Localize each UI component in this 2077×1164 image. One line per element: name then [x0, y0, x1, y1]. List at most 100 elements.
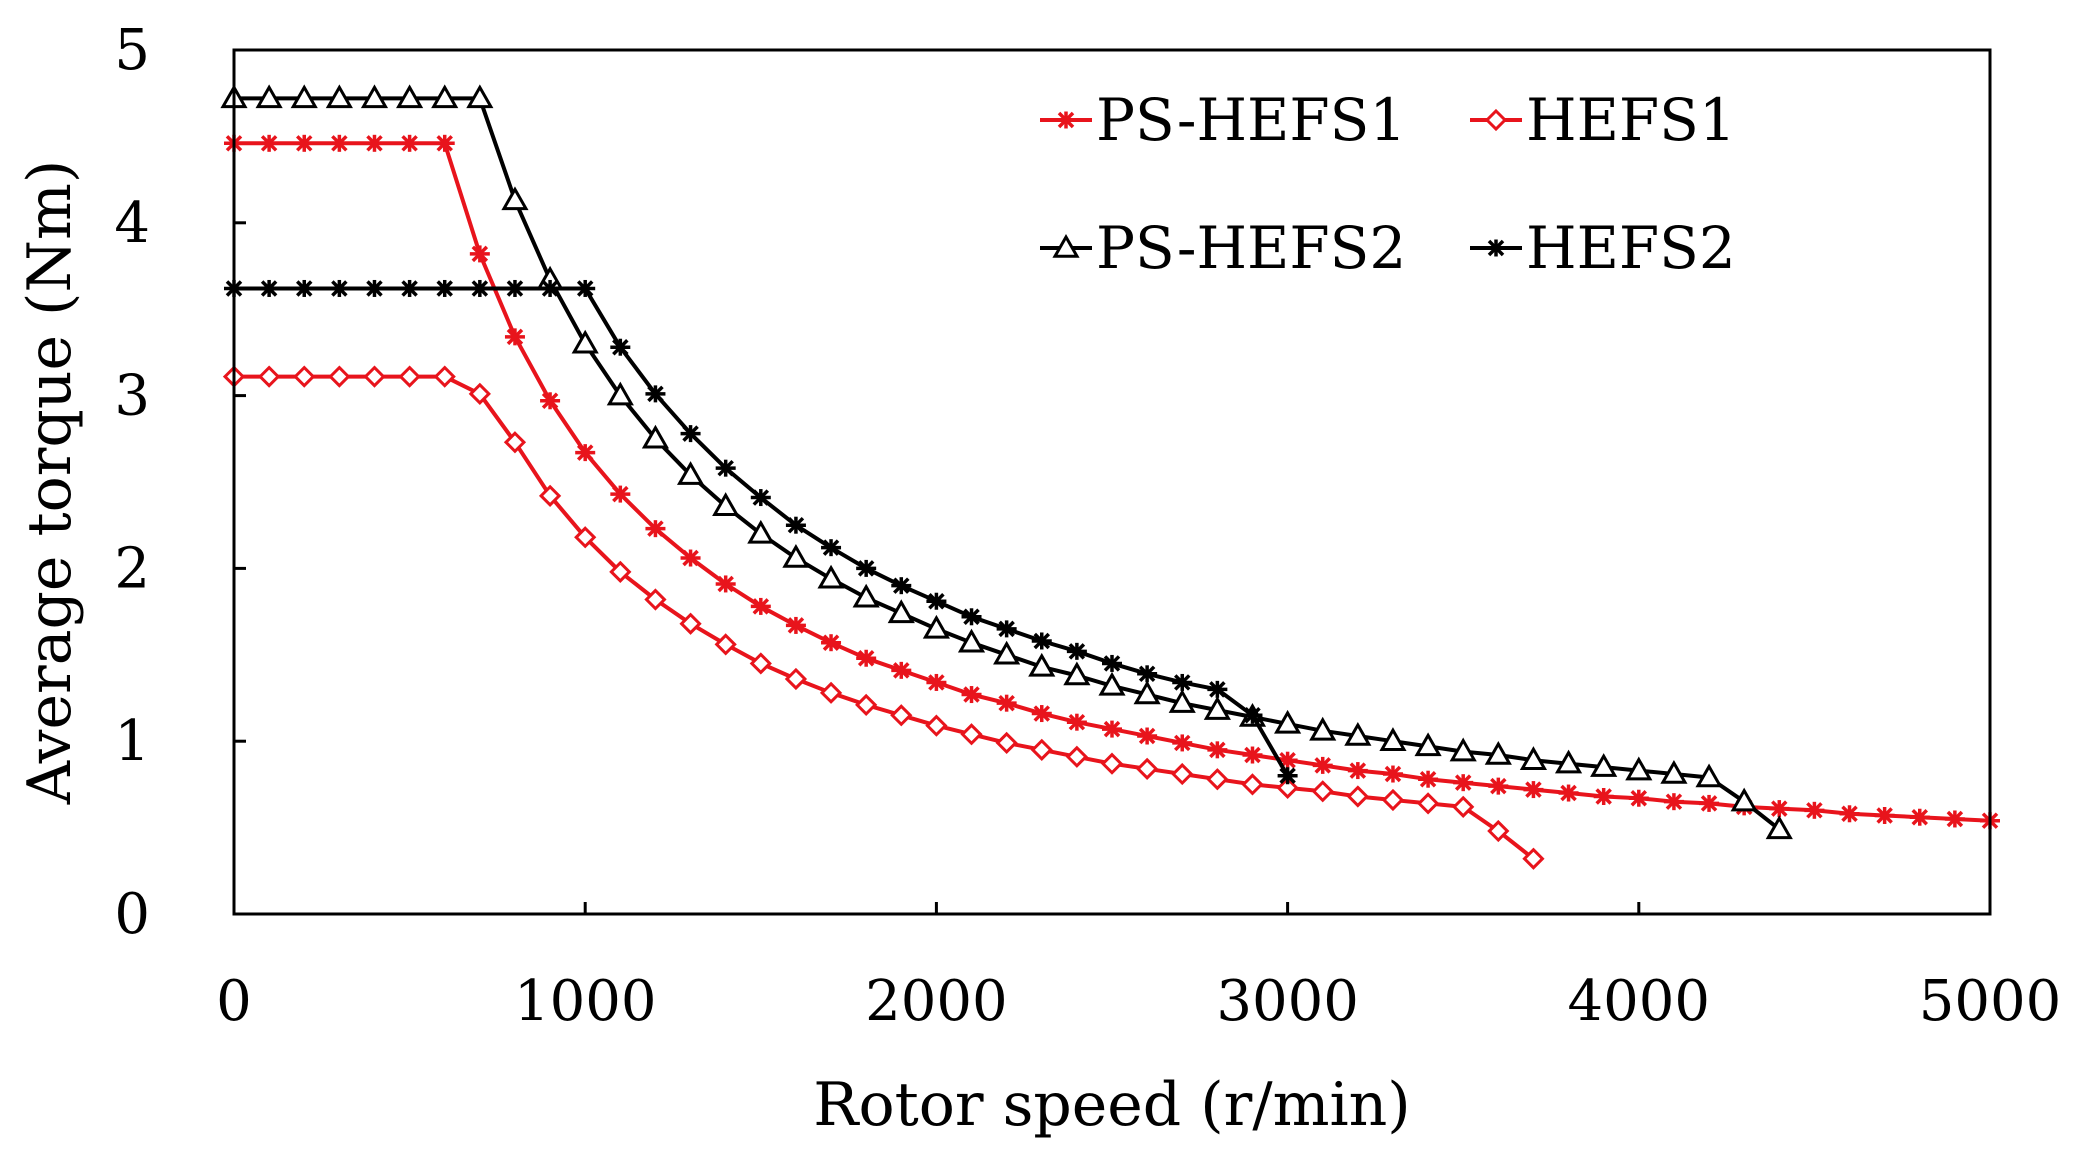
data-point-ps-hefs1 — [821, 634, 842, 652]
data-point-ps-hefs1 — [1031, 705, 1052, 723]
data-point-hefs1 — [433, 365, 456, 388]
legend-label-ps-hefs1: PS-HEFS1 — [1096, 86, 1406, 154]
data-point-hefs2 — [821, 539, 842, 557]
data-point-hefs1 — [1030, 738, 1053, 761]
data-point-ps-hefs2 — [1519, 746, 1548, 770]
data-point-ps-hefs1 — [1944, 810, 1965, 828]
data-point-hefs1 — [819, 681, 843, 704]
legend-swatch-ps-hefs2 — [1040, 233, 1092, 258]
data-point-ps-hefs1 — [1102, 720, 1122, 738]
data-point-ps-hefs1 — [856, 649, 877, 667]
data-point-hefs1 — [293, 365, 316, 388]
data-point-ps-hefs2 — [1309, 716, 1337, 741]
legend-label-ps-hefs2: PS-HEFS2 — [1096, 214, 1406, 282]
series-hefs1 — [222, 365, 1545, 870]
data-point-ps-hefs1 — [1839, 805, 1860, 823]
data-point-ps-hefs2 — [1730, 787, 1758, 812]
data-point-ps-hefs2 — [887, 599, 915, 624]
data-point-ps-hefs2 — [957, 628, 986, 653]
data-point-ps-hefs1 — [1769, 800, 1790, 818]
data-point-ps-hefs1 — [575, 444, 596, 462]
data-point-ps-hefs2 — [1590, 753, 1618, 777]
data-point-ps-hefs2 — [606, 381, 634, 406]
data-point-hefs1 — [574, 526, 597, 549]
data-point-hefs2 — [1066, 642, 1087, 660]
x-tick-label: 2000 — [865, 969, 1008, 1034]
data-point-ps-hefs1 — [1137, 727, 1158, 745]
data-point-ps-hefs1 — [1488, 777, 1509, 795]
data-point-hefs2 — [785, 516, 806, 534]
data-point-hefs2 — [1242, 706, 1263, 724]
data-point-hefs2 — [434, 279, 455, 297]
data-point-hefs2 — [294, 279, 315, 297]
data-point-ps-hefs2 — [1484, 741, 1512, 765]
data-point-hefs2 — [680, 425, 701, 443]
data-point-ps-hefs2 — [255, 84, 283, 109]
data-point-hefs1 — [1416, 792, 1440, 815]
data-point-hefs2 — [891, 577, 912, 595]
plot-marks — [220, 84, 2000, 870]
data-point-ps-hefs1 — [1663, 793, 1684, 811]
data-point-ps-hefs1 — [1699, 794, 1720, 812]
series-hefs2 — [224, 279, 1298, 785]
data-point-hefs1 — [1206, 768, 1229, 791]
data-point-ps-hefs2 — [852, 583, 880, 608]
data-point-ps-hefs1 — [1523, 781, 1544, 799]
y-tick-label: 1 — [114, 709, 150, 774]
data-point-hefs1 — [503, 431, 527, 454]
data-point-ps-hefs1 — [1874, 807, 1895, 825]
y-tick-label: 3 — [114, 364, 150, 429]
data-point-ps-hefs1 — [1207, 741, 1228, 759]
data-point-ps-hefs1 — [1453, 774, 1474, 792]
data-point-ps-hefs2 — [1379, 727, 1407, 751]
data-point-hefs1 — [538, 484, 562, 507]
legend-swatch-ps-hefs1 — [1040, 111, 1092, 129]
data-point-ps-hefs2 — [1133, 680, 1161, 705]
x-tick-label: 5000 — [1919, 969, 2062, 1034]
data-point-ps-hefs2 — [1660, 760, 1688, 784]
data-point-hefs2 — [715, 459, 736, 477]
data-point-hefs1 — [1522, 847, 1545, 870]
data-point-hefs1 — [1100, 752, 1124, 775]
y-tick-label: 4 — [114, 191, 150, 256]
data-point-hefs1 — [257, 365, 281, 388]
data-point-ps-hefs1 — [715, 575, 736, 593]
data-point-ps-hefs1 — [1242, 746, 1263, 764]
data-point-hefs2 — [1172, 673, 1193, 691]
data-point-ps-hefs1 — [961, 686, 982, 704]
data-point-ps-hefs2 — [1098, 671, 1126, 696]
series-line-hefs1 — [234, 374, 1535, 861]
data-point-ps-hefs2 — [1168, 689, 1196, 713]
legend-marker — [1486, 239, 1506, 257]
data-point-ps-hefs1 — [1312, 756, 1333, 774]
data-point-hefs1 — [890, 704, 913, 727]
data-point-ps-hefs2 — [396, 84, 424, 109]
data-point-hefs2 — [259, 279, 280, 297]
data-point-hefs2 — [610, 338, 631, 356]
data-point-ps-hefs1 — [399, 134, 420, 152]
data-point-ps-hefs1 — [434, 134, 455, 152]
legend-label-hefs1: HEFS1 — [1526, 86, 1736, 154]
data-point-hefs1 — [995, 731, 1018, 755]
data-point-ps-hefs1 — [1909, 808, 1930, 826]
data-point-ps-hefs1 — [1066, 713, 1087, 731]
data-point-hefs2 — [961, 608, 982, 626]
x-tick-label: 4000 — [1568, 969, 1711, 1034]
legend-entry-ps-hefs2: PS-HEFS2 — [1040, 214, 1406, 282]
data-point-hefs2 — [996, 620, 1017, 638]
data-point-ps-hefs1 — [1804, 801, 1825, 819]
data-point-ps-hefs1 — [750, 597, 771, 615]
data-point-ps-hefs1 — [926, 673, 947, 691]
x-axis-title: Rotor speed (r/min) — [813, 1070, 1410, 1140]
data-point-ps-hefs2 — [501, 186, 529, 211]
data-point-ps-hefs1 — [610, 485, 631, 503]
legend-label-hefs2: HEFS2 — [1526, 214, 1736, 282]
data-point-hefs1 — [609, 560, 632, 583]
data-point-ps-hefs2 — [993, 640, 1021, 665]
series-ps-hefs2 — [220, 84, 1793, 840]
data-point-ps-hefs2 — [1765, 815, 1793, 840]
data-point-hefs2 — [364, 279, 385, 297]
legend-marker — [1484, 108, 1508, 132]
legend-marker — [1052, 233, 1080, 258]
x-tick-label: 1000 — [514, 969, 657, 1034]
